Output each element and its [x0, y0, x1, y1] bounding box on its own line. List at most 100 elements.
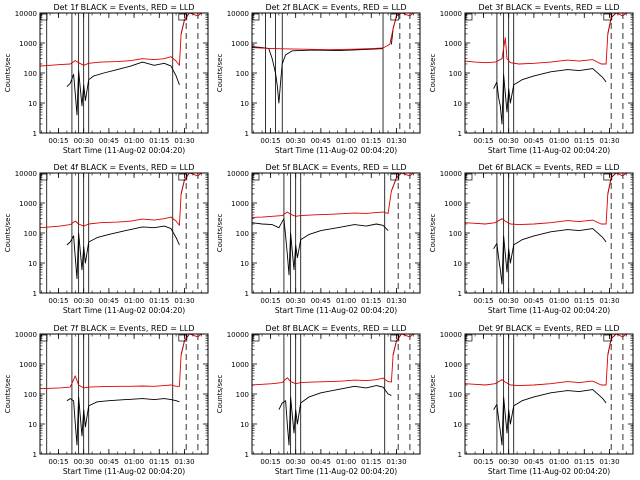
y-tick-label: 100 [449, 230, 462, 238]
y-tick-label: 100 [24, 391, 37, 399]
corner-marker-box [252, 334, 260, 342]
y-tick-label: 10000 [15, 331, 37, 339]
y-tick-label: 10000 [15, 10, 37, 18]
detector-panel: Det 7f BLACK = Events, RED = LLD 1 10 100 10… [4, 324, 209, 476]
x-tick-label: 00:15 [48, 458, 68, 466]
y-tick-label: 1 [458, 290, 462, 298]
x-tick-label: 01:00 [549, 297, 569, 305]
plot-frame [39, 12, 209, 134]
x-tick-label: 00:45 [311, 297, 331, 305]
x-tick-label: 00:15 [48, 137, 68, 145]
x-tick-label: 01:00 [549, 137, 569, 145]
x-tick-label: 00:15 [260, 458, 280, 466]
plot-frame [251, 333, 421, 455]
x-tick-label: 00:30 [499, 458, 519, 466]
x-tick-label: 01:00 [336, 137, 356, 145]
events-series-line [66, 61, 180, 116]
x-tick-label: 01:00 [124, 297, 144, 305]
y-tick-label: 1000 [231, 361, 249, 369]
y-tick-label: 1 [458, 451, 462, 459]
lld-series-line [464, 333, 633, 387]
x-tick-label: 00:45 [524, 297, 544, 305]
x-tick-label: 01:00 [336, 297, 356, 305]
lld-series-line [251, 12, 420, 51]
corner-marker-box [390, 334, 400, 342]
y-tick-label: 100 [449, 70, 462, 78]
y-tick-label: 10 [240, 421, 249, 429]
y-axis-label: Counts/sec [216, 375, 224, 414]
y-tick-label: 1 [245, 451, 249, 459]
y-tick-label: 10000 [227, 10, 249, 18]
events-series-line [278, 385, 392, 446]
x-tick-label: 01:00 [336, 458, 356, 466]
lld-series-line [39, 172, 208, 229]
x-tick-label: 01:00 [124, 137, 144, 145]
x-tick-label: 00:30 [74, 297, 94, 305]
x-tick-label: 00:30 [499, 297, 519, 305]
x-tick-label: 00:30 [499, 137, 519, 145]
corner-marker-box [603, 13, 613, 21]
y-tick-label: 100 [24, 70, 37, 78]
x-tick-label: 00:15 [260, 137, 280, 145]
x-tick-label: 01:15 [149, 137, 169, 145]
y-tick-label: 1 [33, 451, 37, 459]
corner-marker-box [178, 13, 188, 21]
plot-frame [251, 172, 421, 294]
y-axis-label: Counts/sec [216, 214, 224, 253]
y-tick-label: 10 [240, 100, 249, 108]
y-tick-label: 10 [28, 260, 37, 268]
y-tick-label: 1000 [19, 361, 37, 369]
x-tick-label: 01:00 [124, 458, 144, 466]
y-tick-label: 10000 [227, 170, 249, 178]
x-tick-label: 01:15 [361, 297, 381, 305]
x-axis-label: Start Time (11-Aug-02 00:04:20) [275, 146, 397, 155]
x-tick-label: 00:30 [74, 137, 94, 145]
x-tick-label: 00:45 [311, 137, 331, 145]
y-tick-label: 10000 [440, 170, 462, 178]
corner-marker-box [603, 173, 613, 181]
x-tick-label: 01:30 [599, 458, 619, 466]
plot-frame [251, 12, 421, 134]
x-tick-label: 00:30 [74, 458, 94, 466]
lld-series-line [464, 12, 633, 65]
detector-panel: Det 3f BLACK = Events, RED = LLD 1 10 100 10… [429, 3, 634, 155]
x-tick-label: 00:15 [260, 297, 280, 305]
y-axis-label: Counts/sec [216, 54, 224, 93]
x-tick-label: 00:30 [286, 137, 306, 145]
y-tick-label: 10 [240, 260, 249, 268]
lld-series-line [39, 12, 208, 67]
x-tick-label: 01:30 [174, 458, 194, 466]
x-tick-label: 00:45 [524, 458, 544, 466]
panel-title: Det 2f BLACK = Events, RED = LLD [265, 3, 406, 12]
x-tick-label: 01:15 [574, 297, 594, 305]
y-tick-label: 100 [236, 391, 249, 399]
plot-frame [464, 333, 634, 455]
x-tick-label: 01:15 [149, 458, 169, 466]
y-tick-label: 10 [453, 100, 462, 108]
x-tick-label: 00:30 [286, 458, 306, 466]
events-series-line [493, 228, 607, 285]
panel-title: Det 4f BLACK = Events, RED = LLD [53, 163, 194, 172]
y-axis-label: Counts/sec [4, 214, 12, 253]
detector-panel: Det 4f BLACK = Events, RED = LLD 1 10 100 10… [4, 163, 209, 315]
y-tick-label: 1000 [444, 361, 462, 369]
corner-marker-box [40, 13, 48, 21]
y-tick-label: 1000 [19, 200, 37, 208]
events-series-line [251, 218, 389, 276]
x-axis-label: Start Time (11-Aug-02 00:04:20) [63, 306, 185, 315]
y-tick-label: 100 [236, 230, 249, 238]
y-tick-label: 1 [245, 290, 249, 298]
detector-panel: Det 8f BLACK = Events, RED = LLD 1 10 100 10… [216, 324, 421, 476]
y-tick-label: 100 [24, 230, 37, 238]
x-tick-label: 01:15 [361, 137, 381, 145]
y-tick-label: 1000 [444, 40, 462, 48]
detector-panel: Det 9f BLACK = Events, RED = LLD 1 10 100 10… [429, 324, 634, 476]
corner-marker-box [252, 13, 260, 21]
corner-marker-box [465, 334, 473, 342]
events-series-line [66, 225, 180, 280]
x-axis-label: Start Time (11-Aug-02 00:04:20) [63, 146, 185, 155]
x-tick-label: 01:15 [149, 297, 169, 305]
x-tick-label: 01:00 [549, 458, 569, 466]
plot-frame [464, 12, 634, 134]
